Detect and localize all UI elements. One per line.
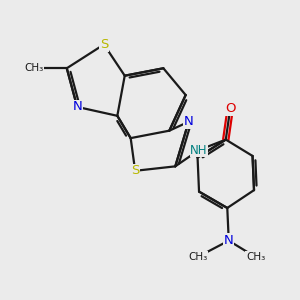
Text: CH₃: CH₃ <box>246 252 265 262</box>
Text: O: O <box>225 102 236 115</box>
Text: S: S <box>131 164 139 177</box>
Text: S: S <box>100 38 108 51</box>
Text: CH₃: CH₃ <box>188 252 207 262</box>
Text: NH: NH <box>190 143 208 157</box>
Text: CH₃: CH₃ <box>25 63 44 73</box>
Text: N: N <box>72 100 82 113</box>
Text: N: N <box>224 234 234 247</box>
Text: N: N <box>184 115 194 128</box>
